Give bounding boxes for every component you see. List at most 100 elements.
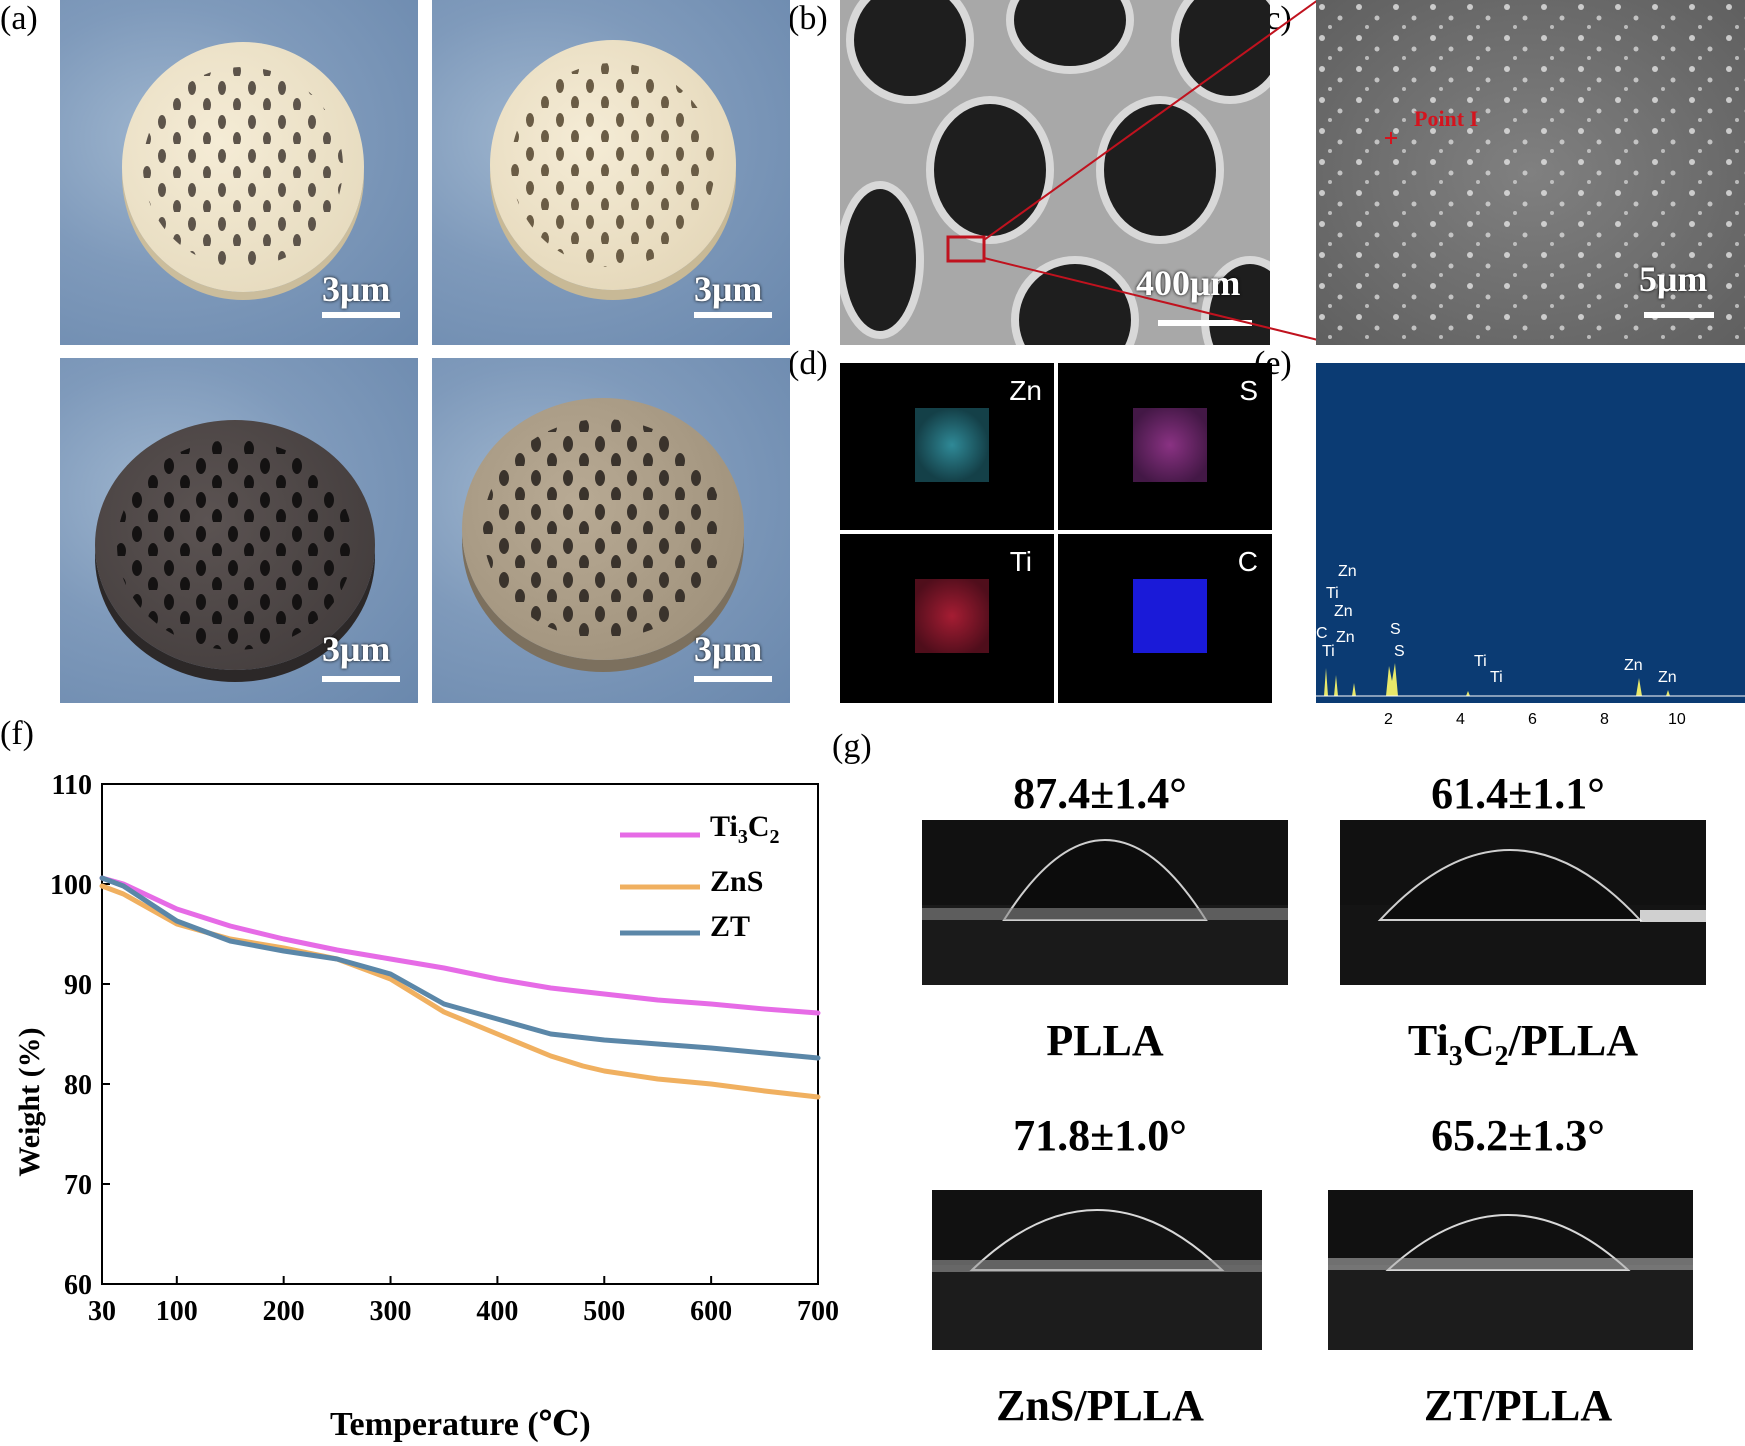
legend-zt: ZT (710, 910, 751, 943)
eds-peak-label: Zn (1658, 669, 1677, 686)
x-tick-label: 600 (690, 1296, 732, 1327)
scale-label: 400μm (1136, 263, 1241, 303)
zoom-lines (983, 0, 1319, 341)
eds-peak-label: Zn (1334, 603, 1353, 620)
x-tick-label: 300 (370, 1296, 412, 1327)
sem-image-surface: Point I 5μm (1316, 0, 1745, 345)
contact-angle-value: 65.2±1.3° (1431, 1111, 1605, 1160)
scale-bar (694, 312, 772, 318)
map-square-s (1133, 408, 1207, 482)
pore-pattern (483, 419, 723, 639)
x-tick-label: 400 (476, 1296, 518, 1327)
y-tick-label: 70 (64, 1170, 92, 1201)
series-line-ti3c2 (99, 875, 821, 1016)
eds-tick: 4 (1456, 711, 1465, 728)
y-tick-label: 100 (50, 870, 92, 901)
sample-label: PLLA (1046, 1016, 1164, 1065)
panel-label-b: (b) (788, 0, 828, 37)
map-zn: Zn (840, 363, 1054, 530)
eds-tick: 8 (1600, 711, 1609, 728)
scaffold-photo-4: 3μm (432, 358, 790, 703)
contact-angle-value: 71.8±1.0° (1013, 1111, 1187, 1160)
x-tick-label: 500 (583, 1296, 625, 1327)
droplet (932, 1209, 1262, 1350)
sem-image-lattice: 400μm (840, 0, 1270, 345)
scaffold-photo-3: 3μm (60, 358, 418, 703)
scale-bar (322, 676, 400, 682)
scaffold-disc (490, 40, 736, 290)
eds-peak-label: Ti (1474, 653, 1487, 670)
point-label: Point I (1414, 106, 1479, 131)
scale-label: 3μm (322, 269, 391, 309)
scaffold-photo-1: 3μm (60, 0, 418, 345)
eds-tick: 10 (1668, 711, 1686, 728)
y-tick-label: 90 (64, 970, 92, 1001)
eds-peak-label: Zn (1624, 657, 1643, 674)
lattice-pores (840, 0, 1270, 345)
eds-peak-label: Zn (1338, 563, 1357, 580)
droplet (922, 839, 1288, 985)
eds-peak-label: Ti (1326, 585, 1339, 602)
map-s: S (1058, 363, 1272, 530)
x-tick-label: 200 (263, 1296, 305, 1327)
legend-zns: ZnS (710, 865, 764, 898)
map-c: C (1058, 534, 1272, 703)
map-square-c (1133, 579, 1207, 653)
pore-pattern (143, 67, 343, 267)
droplet (1340, 849, 1706, 985)
tga-chart: 30 100 200 300 400 500 600 700 60 70 80 90 100 110 (50, 770, 839, 1327)
x-tick-label: 100 (156, 1296, 198, 1327)
droplet (1328, 1214, 1693, 1350)
scale-label: 3μm (694, 629, 763, 669)
map-label-ti: Ti (1009, 546, 1032, 577)
eds-peak-label: Ti (1490, 669, 1503, 686)
scaffold-photo-2: 3μm (432, 0, 790, 345)
droplet-image-plla (922, 820, 1288, 985)
pore-pattern (511, 63, 715, 267)
sample-label: ZT/PLLA (1423, 1381, 1613, 1430)
map-square-zn (915, 408, 989, 482)
eds-spectrum: Zn Ti Zn C Ti Zn S S Ti Ti Zn Zn (1316, 363, 1745, 703)
scaffold-disc (95, 420, 375, 670)
plot-frame (101, 783, 819, 1285)
x-tick-label: 30 (88, 1296, 116, 1327)
eds-peaks (1316, 663, 1745, 697)
x-axis-label: Temperature (℃) (330, 1406, 591, 1443)
eds-peak-label: C (1316, 625, 1328, 642)
map-label-zn: Zn (1009, 375, 1042, 406)
eds-peak-label: Ti (1322, 643, 1335, 660)
contact-angle-value: 87.4±1.4° (1013, 769, 1187, 818)
droplet-image-ti3c2 (1340, 820, 1706, 985)
eds-tick: 6 (1528, 711, 1537, 728)
panel-label-a: (a) (0, 0, 38, 37)
panel-label-f: (f) (0, 715, 34, 752)
particles (1316, 0, 1745, 345)
eds-tick: 2 (1384, 711, 1393, 728)
y-tick-label: 60 (64, 1270, 92, 1301)
droplet-image-zns (932, 1190, 1262, 1350)
scaffold-disc (462, 398, 744, 660)
map-label-s: S (1239, 375, 1258, 406)
x-tick-label: 700 (797, 1296, 839, 1327)
contact-angle-value: 61.4±1.1° (1431, 769, 1605, 818)
legend-ti3c2: Ti3C2 (710, 810, 780, 848)
map-ti: Ti (840, 534, 1054, 703)
scale-label: 3μm (694, 269, 763, 309)
eds-peak-label: Zn (1336, 629, 1355, 646)
map-square-ti (915, 579, 989, 653)
y-axis-label: Weight (%) (13, 1027, 46, 1177)
scale-label: 3μm (322, 629, 391, 669)
scale-bar (322, 312, 400, 318)
pore-pattern (117, 440, 353, 650)
scaffold-disc (122, 42, 364, 292)
droplet-image-zt (1328, 1190, 1693, 1350)
panel-label-g: (g) (832, 728, 872, 765)
series-line-zt (99, 875, 821, 1061)
element-mapping: Zn S Ti C (840, 363, 1272, 703)
scale-bar (1644, 312, 1714, 318)
sample-label: ZnS/PLLA (996, 1381, 1204, 1430)
eds-axis: 2 4 6 8 10 (1316, 703, 1745, 729)
panel-label-d: (d) (788, 345, 828, 382)
scale-bar (1158, 320, 1252, 326)
map-label-c: C (1237, 546, 1258, 577)
